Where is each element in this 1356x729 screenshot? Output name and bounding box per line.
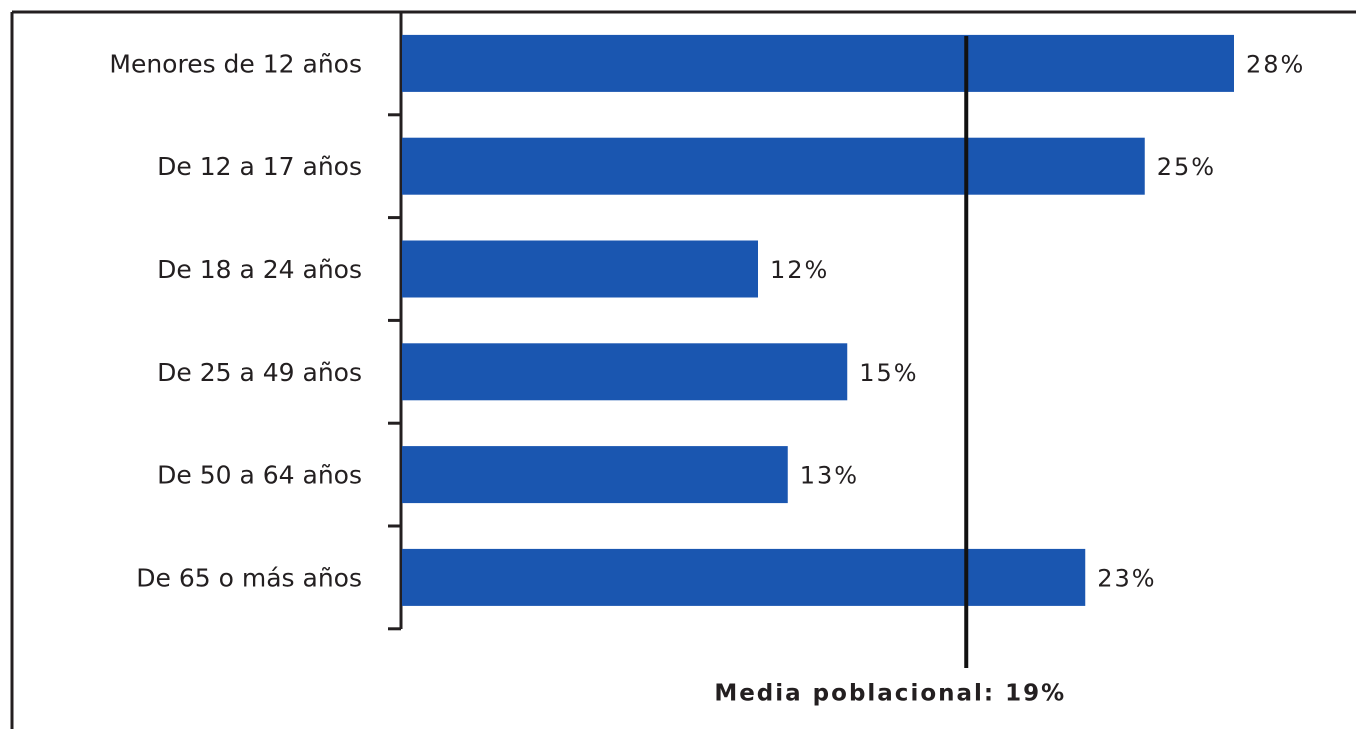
bar — [402, 34, 1234, 92]
category-label: De 50 a 64 años — [157, 461, 362, 490]
value-label: 13% — [800, 462, 859, 490]
category-label: De 65 o más años — [136, 563, 362, 592]
value-label: 12% — [770, 256, 829, 284]
value-label: 15% — [859, 359, 918, 387]
bar — [402, 240, 758, 298]
bar — [402, 548, 1086, 606]
value-label: 23% — [1097, 564, 1156, 592]
value-label: 28% — [1246, 50, 1305, 78]
category-label: Menores de 12 años — [109, 49, 362, 78]
bar — [402, 343, 848, 401]
category-label: De 18 a 24 años — [157, 255, 362, 284]
bar — [402, 137, 1145, 195]
bar — [402, 446, 788, 504]
category-label: De 25 a 49 años — [157, 358, 362, 387]
value-label: 25% — [1157, 153, 1216, 181]
category-label: De 12 a 17 años — [157, 152, 362, 181]
reference-label: Media poblacional: 19% — [714, 681, 1066, 707]
